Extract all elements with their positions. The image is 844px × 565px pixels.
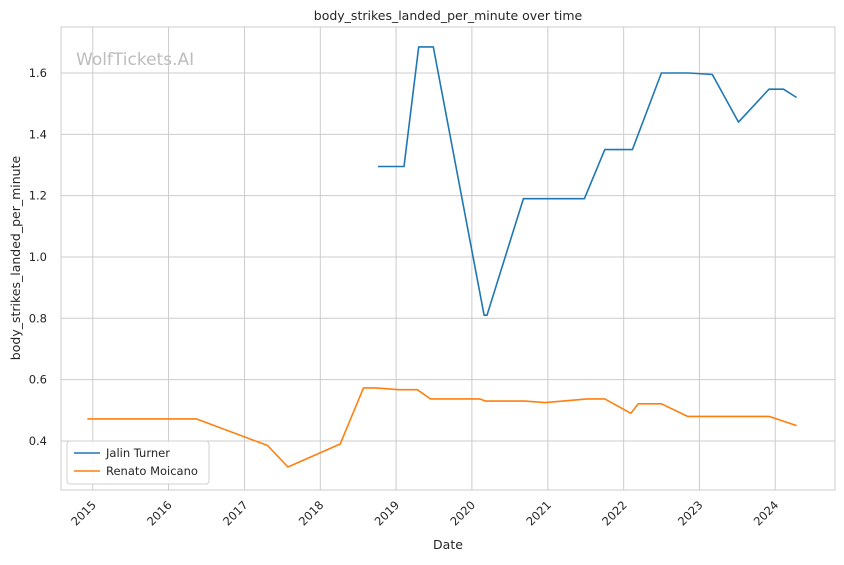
y-tick-label: 1.2: [29, 189, 47, 203]
chart-title: body_strikes_landed_per_minute over time: [314, 8, 583, 23]
legend-label-renato-moicano: Renato Moicano: [106, 464, 198, 478]
y-tick-label: 0.4: [29, 434, 47, 448]
legend: Jalin Turner Renato Moicano: [66, 440, 210, 485]
x-axis-label: Date: [433, 537, 463, 552]
y-tick-label: 0.8: [29, 311, 47, 325]
y-tick-labels: 0.4 0.6 0.8 1.0 1.2 1.4 1.6: [29, 66, 47, 448]
y-tick-label: 1.4: [29, 127, 47, 141]
series-line-jalin-turner: [378, 46, 798, 317]
watermark-text: WolfTickets.AI: [76, 50, 194, 70]
legend-box: [66, 440, 210, 485]
plot-frame: [60, 26, 836, 491]
legend-label-jalin-turner: Jalin Turner: [105, 446, 170, 460]
y-tick-label: 1.0: [29, 250, 47, 264]
series-line-renato-moicano: [87, 387, 797, 468]
y-tick-label: 0.6: [29, 373, 47, 387]
x-gridlines: [92, 27, 776, 490]
series-layer: [87, 46, 798, 468]
y-axis-label: body_strikes_landed_per_minute: [8, 155, 23, 360]
y-tick-label: 1.6: [29, 66, 47, 80]
